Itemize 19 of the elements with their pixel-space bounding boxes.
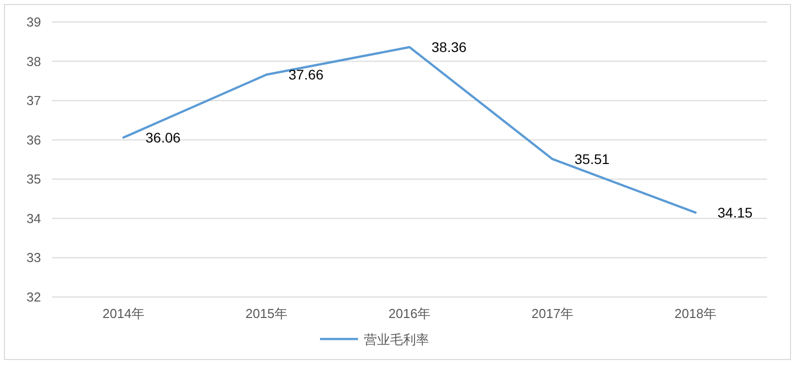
y-tick-label: 39: [26, 14, 41, 30]
y-tick-label: 34: [26, 210, 41, 226]
data-label: 34.15: [718, 204, 753, 221]
y-tick-label: 35: [26, 172, 41, 187]
x-tick-label: 2018年: [674, 306, 716, 321]
data-label: 37.66: [288, 66, 324, 83]
y-tick-label: 38: [26, 54, 41, 69]
y-tick-label: 33: [26, 250, 41, 266]
x-tick-label: 2016年: [388, 306, 430, 321]
data-label: 38.36: [432, 39, 467, 56]
data-label: 36.06: [146, 130, 181, 146]
y-tick-label: 37: [26, 93, 41, 108]
x-tick-label: 2014年: [102, 306, 144, 321]
y-tick-label: 32: [26, 290, 41, 304]
x-tick-label: 2015年: [246, 306, 288, 321]
data-label: 35.51: [574, 151, 610, 168]
x-tick-label: 2017年: [532, 306, 574, 321]
y-tick-label: 36: [26, 132, 41, 148]
legend-label: 营业毛利率: [364, 332, 429, 347]
